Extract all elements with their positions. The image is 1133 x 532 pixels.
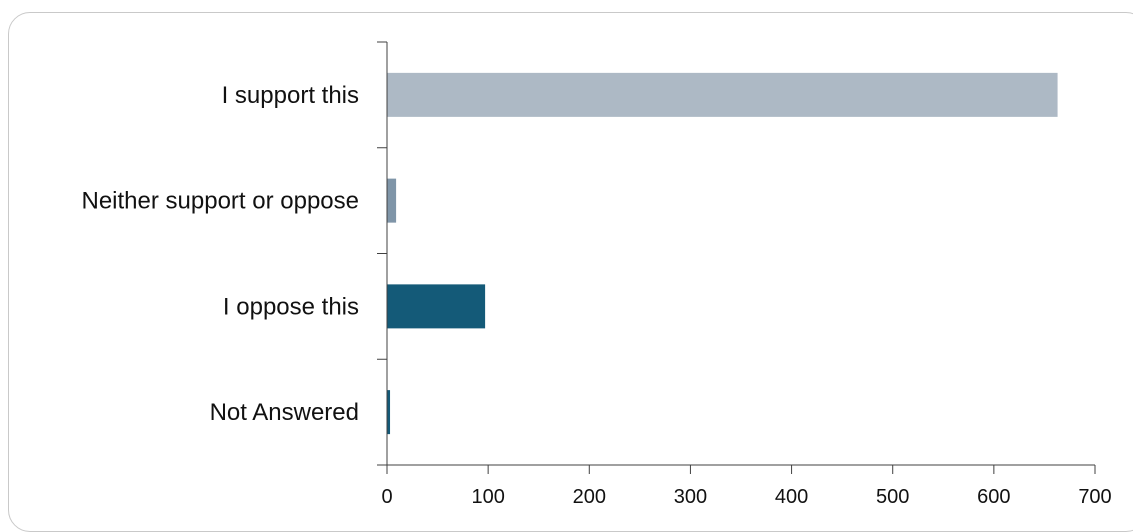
bars-layer (387, 72, 1058, 435)
category-label: Not Answered (210, 399, 359, 426)
labels-layer: I support this Neither support or oppose I… (82, 82, 1112, 508)
x-tick-label: 300 (674, 486, 707, 508)
category-label: I support this (222, 82, 359, 109)
axes-layer (377, 41, 1096, 474)
x-tick-label: 0 (381, 486, 392, 508)
bar-i-oppose-this (387, 284, 486, 329)
x-tick-label: 500 (876, 486, 909, 508)
bar-neither-support-or-oppose (387, 178, 397, 223)
x-tick-label: 400 (775, 486, 808, 508)
bar-chart: I support this Neither support or oppose I… (82, 41, 1112, 508)
category-label: Neither support or oppose (82, 188, 360, 215)
x-tick-label: 600 (977, 486, 1010, 508)
bar-not-answered (387, 390, 391, 435)
x-tick-label: 100 (471, 486, 504, 508)
x-tick-label: 200 (573, 486, 606, 508)
category-label: I oppose this (223, 293, 359, 320)
bar-i-support-this (387, 72, 1058, 117)
x-tick-label: 700 (1078, 486, 1111, 508)
